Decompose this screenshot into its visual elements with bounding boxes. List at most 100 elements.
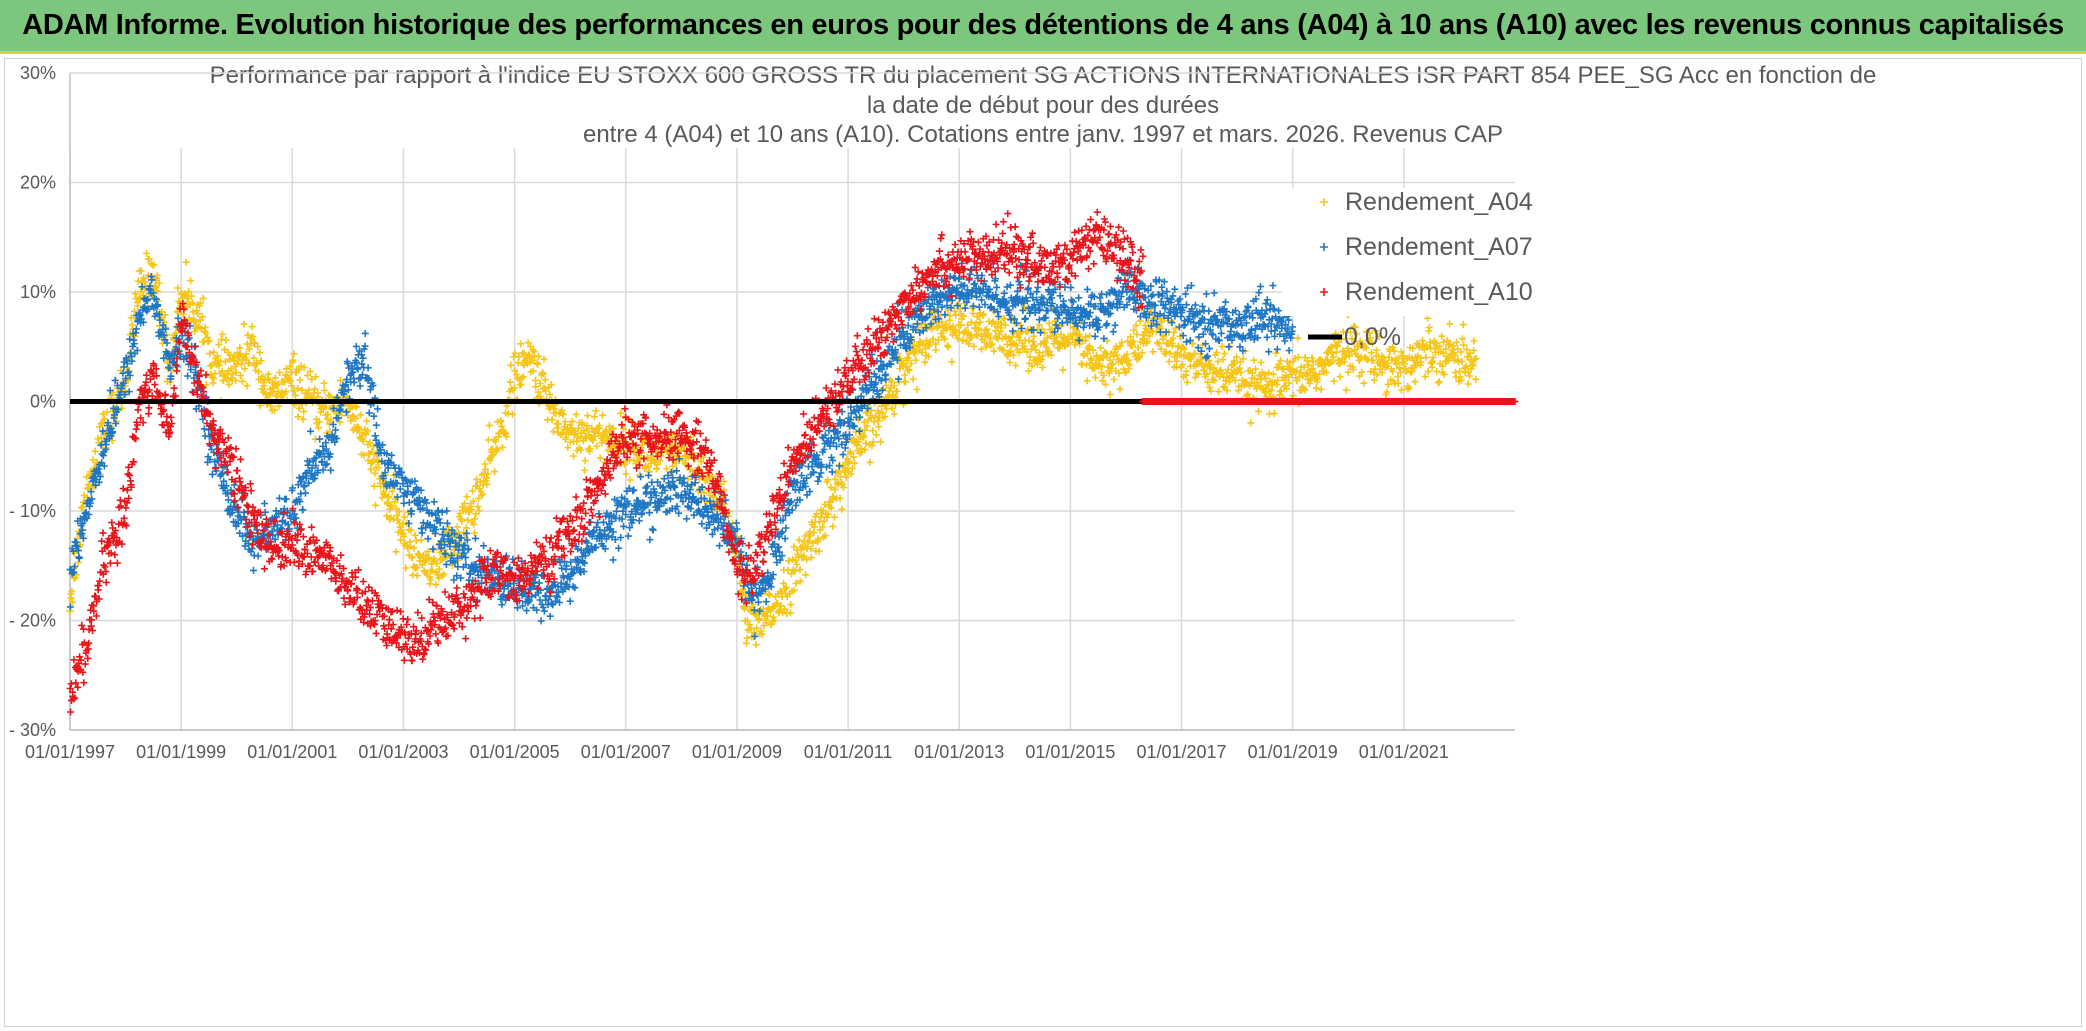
data-point	[356, 382, 364, 390]
data-point	[684, 475, 692, 483]
data-point	[1207, 387, 1215, 395]
data-point	[498, 423, 506, 431]
data-point	[777, 602, 785, 610]
data-point	[1263, 296, 1271, 304]
data-point	[295, 404, 303, 412]
data-point	[202, 329, 210, 337]
data-point	[546, 612, 554, 620]
data-point	[792, 579, 800, 587]
data-point	[1225, 343, 1233, 351]
data-point	[286, 362, 294, 370]
data-point	[564, 444, 572, 452]
data-point	[1106, 391, 1114, 398]
data-point	[511, 349, 519, 357]
data-point	[154, 287, 162, 295]
data-point	[1097, 344, 1104, 352]
data-point	[1221, 350, 1228, 358]
data-point	[1255, 407, 1262, 415]
data-point	[586, 445, 594, 453]
data-point	[362, 430, 370, 438]
data-point	[1067, 284, 1075, 292]
data-point	[875, 423, 883, 431]
data-point	[781, 535, 789, 543]
data-point	[842, 473, 850, 481]
data-point	[80, 679, 88, 687]
data-point	[250, 566, 257, 574]
data-point	[264, 370, 272, 378]
data-point	[469, 487, 476, 495]
data-point	[1466, 372, 1474, 380]
data-point	[236, 478, 244, 486]
data-point	[542, 387, 550, 395]
data-point	[1149, 348, 1157, 356]
data-point	[645, 471, 652, 479]
data-point	[427, 576, 435, 584]
data-point	[831, 485, 839, 493]
data-point	[1116, 385, 1124, 393]
data-point	[198, 313, 206, 321]
data-point	[196, 299, 204, 307]
data-point	[475, 507, 483, 515]
data-point	[1165, 358, 1173, 366]
data-point	[434, 571, 442, 579]
data-point	[796, 577, 804, 585]
data-point	[418, 529, 426, 537]
data-point	[944, 343, 952, 351]
data-point	[336, 376, 344, 384]
data-point	[631, 445, 639, 453]
data-point	[1000, 289, 1008, 297]
data-point	[566, 597, 574, 605]
data-point	[820, 517, 828, 525]
data-point	[857, 448, 865, 456]
data-point	[91, 447, 99, 455]
data-point	[615, 544, 623, 552]
data-point	[766, 591, 774, 599]
data-point	[365, 409, 373, 417]
data-point	[355, 375, 363, 383]
data-point	[210, 348, 218, 356]
data-point	[787, 609, 794, 617]
data-point	[474, 503, 482, 511]
data-point	[79, 498, 87, 506]
data-point	[161, 390, 169, 398]
data-point	[1425, 324, 1433, 331]
data-point	[360, 451, 368, 459]
data-point	[697, 458, 705, 466]
data-point	[520, 349, 528, 357]
data-point	[241, 365, 249, 373]
data-point	[243, 501, 251, 509]
data-point	[274, 380, 282, 388]
data-point	[1059, 366, 1067, 374]
data-point	[413, 563, 421, 571]
data-point	[583, 426, 591, 434]
data-point	[1330, 377, 1338, 385]
data-point	[540, 355, 548, 363]
data-point	[654, 460, 661, 468]
data-point	[205, 337, 213, 345]
data-point	[831, 475, 839, 483]
data-point	[185, 288, 193, 296]
data-point	[821, 532, 829, 540]
data-point	[1360, 379, 1368, 387]
data-point	[1224, 366, 1232, 374]
data-point	[716, 542, 723, 550]
data-point	[117, 404, 125, 412]
data-point	[492, 438, 500, 445]
data-point	[815, 547, 823, 555]
data-point	[559, 411, 567, 418]
data-point	[141, 278, 149, 286]
data-point	[781, 605, 789, 613]
data-point	[262, 390, 270, 398]
data-point	[257, 357, 265, 365]
data-point	[296, 376, 304, 384]
data-point	[217, 471, 225, 479]
data-point	[805, 537, 813, 545]
data-point	[124, 470, 132, 478]
data-point	[100, 415, 108, 423]
data-point	[1250, 356, 1258, 364]
data-point	[77, 541, 84, 549]
data-point	[599, 411, 606, 419]
data-point	[762, 619, 770, 627]
data-point	[532, 376, 539, 384]
data-point	[316, 435, 324, 443]
